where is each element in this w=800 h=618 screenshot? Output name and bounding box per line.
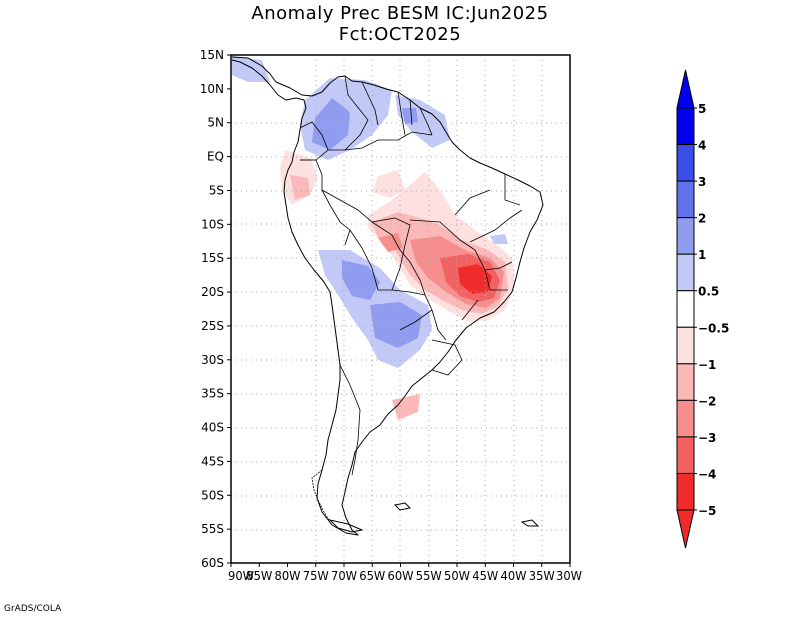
lat-label: 5N <box>207 116 224 130</box>
credit-label: GrADS/COLA <box>4 604 62 614</box>
colorbar-label: −5 <box>698 504 716 518</box>
lat-label: 15N <box>200 48 224 62</box>
colorbar-swatch <box>676 107 695 146</box>
colorbar-swatch <box>676 253 695 292</box>
lat-label: 10N <box>200 82 224 96</box>
south-america-coastline <box>231 56 544 536</box>
country-borders <box>299 75 523 476</box>
lon-label: 85W <box>246 569 272 583</box>
colorbar-label: 5 <box>698 102 706 116</box>
lon-label: 70W <box>331 569 357 583</box>
lon-label: 40W <box>501 569 527 583</box>
colorbar-swatch <box>676 290 695 328</box>
colorbar-swatch <box>676 472 695 511</box>
map-title-line2: Fct:OCT2025 <box>338 24 462 45</box>
tierra-del-fuego <box>328 519 364 533</box>
colorbar-label: 2 <box>698 212 706 226</box>
lat-label: 30S <box>201 353 224 367</box>
colorbar-swatch <box>676 436 695 474</box>
colorbar-label: −4 <box>698 467 716 481</box>
lat-label: 20S <box>201 285 224 299</box>
lat-label: 45S <box>201 454 224 468</box>
lat-label: 40S <box>201 421 224 435</box>
colorbar-label: 4 <box>698 139 706 153</box>
lat-label: 60S <box>201 556 224 570</box>
colorbar-swatch <box>676 180 695 219</box>
lat-label: 15S <box>201 251 224 265</box>
map-title-line1: Anomaly Prec BESM IC:Jun2025 <box>251 3 549 24</box>
positive-anomaly-region <box>232 56 508 368</box>
lat-label: 10S <box>201 217 224 231</box>
lon-label: 80W <box>275 569 301 583</box>
colorbar-label: −2 <box>698 394 716 408</box>
lat-label: 25S <box>201 319 224 333</box>
colorbar-swatch <box>676 144 695 182</box>
colorbar-label: −0.5 <box>698 321 729 335</box>
lat-label: 55S <box>201 522 224 536</box>
colorbar-label: −3 <box>698 431 716 445</box>
lon-label: 55W <box>416 569 442 583</box>
colorbar-swatch <box>676 326 695 365</box>
lon-label: 45W <box>472 569 498 583</box>
colorbar-label: 0.5 <box>698 285 719 299</box>
lat-label: 35S <box>201 387 224 401</box>
lon-label: 30W <box>556 569 582 583</box>
colorbar-swatch <box>676 363 695 401</box>
lat-label: 5S <box>209 183 224 197</box>
lat-label: EQ <box>207 150 224 164</box>
lon-label: 65W <box>359 569 385 583</box>
falkland-islands <box>393 502 412 511</box>
anomaly-fields <box>232 56 515 420</box>
colorbar-bottom-arrow <box>676 509 695 549</box>
negative-anomaly-region <box>280 150 515 420</box>
lon-label: 90W <box>228 569 254 583</box>
lon-label: 60W <box>388 569 414 583</box>
lat-label: 50S <box>201 488 224 502</box>
colorbar-label: 1 <box>698 248 706 262</box>
colorbar: 5 4 3 2 1 0.5 −0.5 −1 −2 −3 −4 −5 <box>676 69 729 549</box>
lon-label: 75W <box>303 569 329 583</box>
colorbar-label: 3 <box>698 175 706 189</box>
colorbar-swatch <box>676 399 695 438</box>
lon-label: 35W <box>529 569 555 583</box>
latitude-axis: 15N 10N 5N EQ 5S 10S 15S 20S 25S 30S 35S 40S 45S 50S 5… <box>200 48 231 570</box>
colorbar-label: −1 <box>698 358 716 372</box>
colorbar-swatch <box>676 217 695 255</box>
lon-label: 50W <box>444 569 470 583</box>
colorbar-top-arrow <box>676 69 695 109</box>
